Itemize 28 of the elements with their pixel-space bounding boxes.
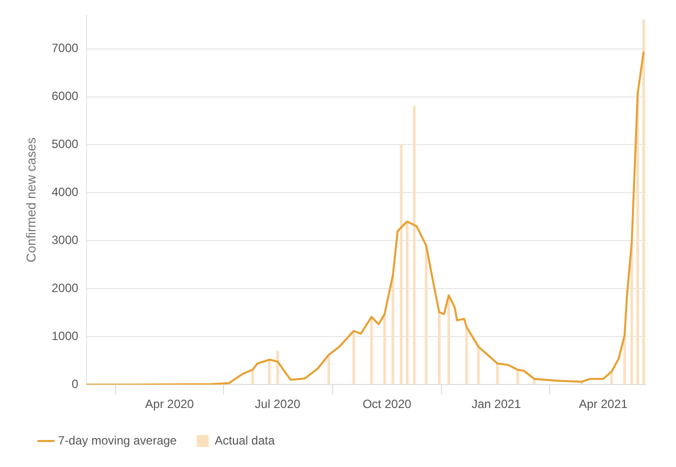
bar [438,312,441,384]
x-tick-label: Apr 2021 [578,397,628,412]
x-tick-label: Jul 2020 [254,397,301,412]
x-tick-label: Jan 2021 [472,397,522,412]
y-tick-label: 6000 [52,89,79,104]
bar [412,106,416,384]
y-tick-label: 7000 [52,41,79,56]
bar [400,144,403,384]
bar [465,326,468,384]
y-tick-label: 3000 [52,232,79,247]
bar [370,316,373,384]
y-tick-label: 5000 [52,137,79,152]
legend-label: 7-day moving average [58,433,178,448]
y-tick-label: 2000 [52,280,79,295]
x-tick-label: Apr 2020 [145,397,194,412]
legend-label: Actual data [214,433,276,448]
y-tick-label: 4000 [52,185,79,200]
y-axis-title: Confirmed new cases [23,136,38,262]
bar [406,221,408,384]
bar [496,363,499,384]
bar [424,245,428,384]
bar [477,346,480,384]
bar [383,314,386,384]
y-tick-label: 0 [72,376,79,391]
bar [642,20,645,384]
x-tick-label: Oct 2020 [362,397,412,412]
y-tick-label: 1000 [52,328,79,343]
bar [352,330,355,384]
